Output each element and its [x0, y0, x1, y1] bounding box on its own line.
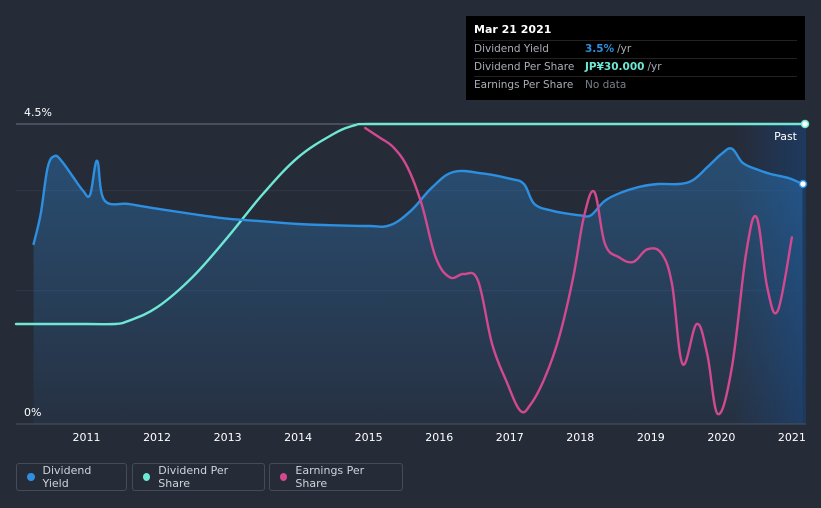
- dividend-yield-end-marker: [798, 179, 808, 189]
- legend-dot-dividend-yield: [27, 473, 35, 481]
- tooltip-row-dividend-per-share: Dividend Per Share JP¥30.000 /yr: [474, 58, 797, 76]
- legend-label-dividend-per-share: Dividend Per Share: [158, 464, 229, 490]
- x-tick-label-2018: 2018: [566, 431, 594, 444]
- x-tick-label-2021: 2021: [778, 431, 806, 444]
- tooltip-value-dividend-yield: 3.5%: [585, 43, 615, 55]
- legend-earnings-per-share[interactable]: Earnings Per Share: [269, 463, 403, 491]
- tooltip-label-earnings-per-share: Earnings Per Share: [474, 79, 574, 91]
- tooltip-row-earnings-per-share: Earnings Per Share No data: [474, 76, 797, 94]
- x-tick-label-2016: 2016: [425, 431, 453, 444]
- tooltip-panel: Mar 21 2021 Dividend Yield 3.5% /yr Divi…: [466, 16, 805, 100]
- y-tick-label-bottom: 0%: [24, 406, 41, 419]
- legend-label-dividend-yield: Dividend Yield: [42, 464, 92, 490]
- dividend-yield-area: [33, 148, 803, 424]
- dividend-yield-line: [32, 147, 804, 246]
- dividend-per-share-line: [14, 122, 808, 326]
- tooltip-unit-dividend-per-share: /yr: [647, 61, 662, 73]
- legend-dividend-per-share[interactable]: Dividend Per Share: [132, 463, 265, 491]
- dividend-per-share-end-marker: [800, 119, 810, 129]
- tooltip-value-earnings-per-share: No data: [585, 79, 627, 91]
- x-tick-label-2012: 2012: [143, 431, 171, 444]
- x-tick-label-2017: 2017: [496, 431, 524, 444]
- earnings-per-share-line: [364, 126, 794, 416]
- legend-label-earnings-per-share: Earnings Per Share: [295, 464, 365, 490]
- tooltip-date: Mar 21 2021: [474, 23, 552, 36]
- tooltip-row-dividend-yield: Dividend Yield 3.5% /yr: [474, 40, 797, 58]
- x-tick-label-2020: 2020: [707, 431, 735, 444]
- x-tick-label-2013: 2013: [214, 431, 242, 444]
- past-label: Past: [774, 130, 798, 143]
- tooltip-label-dividend-per-share: Dividend Per Share: [474, 61, 575, 73]
- x-tick-label-2019: 2019: [637, 431, 665, 444]
- x-tick-label-2011: 2011: [73, 431, 101, 444]
- legend-dividend-yield[interactable]: Dividend Yield: [16, 463, 127, 491]
- y-tick-label-top: 4.5%: [24, 106, 52, 119]
- tooltip-unit-dividend-yield: /yr: [617, 43, 632, 55]
- x-tick-label-2014: 2014: [284, 431, 312, 444]
- x-tick-label-2015: 2015: [355, 431, 383, 444]
- tooltip-label-dividend-yield: Dividend Yield: [474, 43, 549, 55]
- tooltip-value-dividend-per-share: JP¥30.000: [585, 61, 645, 73]
- legend-dot-earnings-per-share: [280, 473, 288, 481]
- legend-dot-dividend-per-share: [143, 473, 151, 481]
